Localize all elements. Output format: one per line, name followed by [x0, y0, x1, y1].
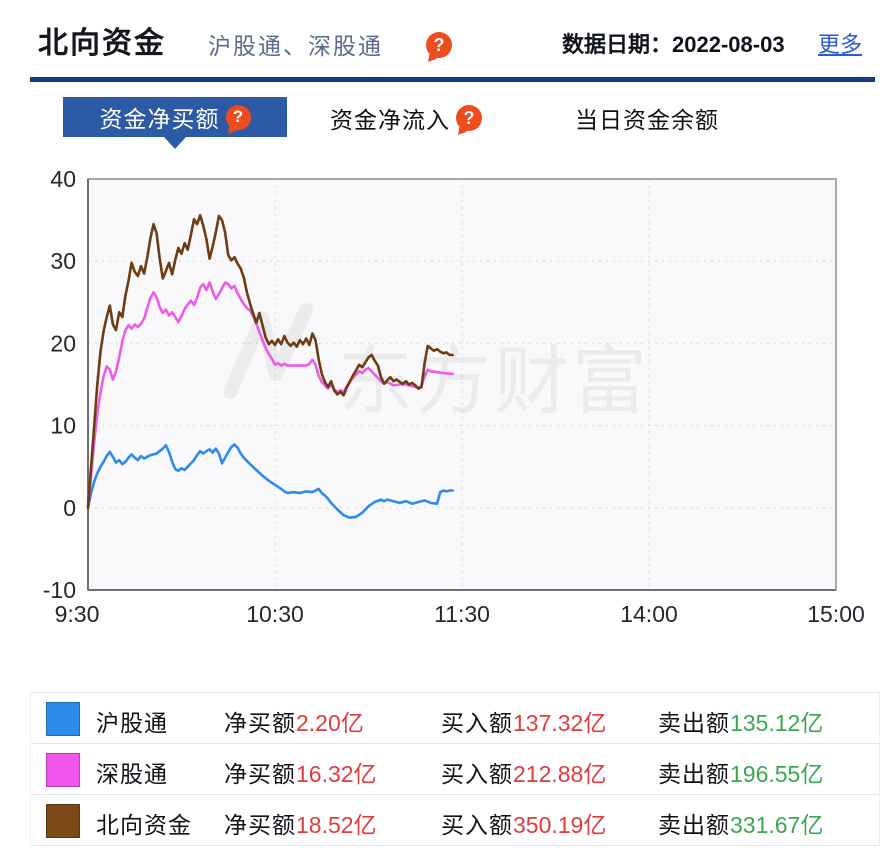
buy-value: 137.32亿: [513, 710, 607, 736]
net-buy-cell: 净买额18.52亿: [224, 806, 377, 840]
buy-cell: 买入额212.88亿: [441, 755, 606, 789]
net-buy-cell: 净买额16.32亿: [224, 755, 377, 789]
net-buy-value: 16.32亿: [296, 761, 377, 787]
net-buy-value: 18.52亿: [296, 812, 377, 838]
sell-label: 卖出额: [658, 710, 730, 736]
y-tick-label: 0: [63, 495, 76, 521]
active-tab-pointer-icon: [164, 137, 186, 149]
x-tick-label: 11:30: [434, 601, 490, 627]
data-date-value: 2022-08-03: [672, 32, 785, 57]
data-date: 数据日期：2022-08-03: [562, 27, 785, 59]
buy-cell: 买入额137.32亿: [441, 704, 606, 738]
y-tick-label: -10: [43, 577, 76, 603]
watermark-text: 东方财富: [338, 339, 650, 423]
sell-cell: 卖出额135.12亿: [658, 704, 823, 738]
data-date-label: 数据日期：: [562, 32, 673, 57]
tab-label: 资金净买额: [99, 106, 220, 132]
page-title: 北向资金: [38, 27, 166, 60]
sell-label: 卖出额: [658, 761, 730, 787]
help-icon[interactable]: ?: [456, 105, 482, 131]
net-buy-label: 净买额: [224, 761, 296, 787]
legend-row-shengutong: 深股通 净买额16.32亿 买入额212.88亿 卖出额196.55亿: [31, 743, 879, 794]
x-tick-label: 15:00: [807, 601, 865, 627]
net-buy-label: 净买额: [224, 812, 296, 838]
chart-svg: 东方财富 40 30 20 10 0 -109:30 10:30 11:30 14:00 15:00: [43, 166, 865, 627]
help-icon[interactable]: ?: [225, 104, 251, 130]
help-icon[interactable]: ?: [426, 32, 452, 58]
sell-cell: 卖出额196.55亿: [658, 755, 823, 789]
legend-row-beixiang: 北向资金 净买额18.52亿 买入额350.19亿 卖出额331.67亿: [31, 794, 879, 845]
series-line-沪股通: [86, 443, 454, 520]
series-name: 北向资金: [96, 812, 192, 838]
buy-value: 350.19亿: [513, 812, 607, 838]
netbuy-intraday-chart: 东方财富 40 30 20 10 0 -10 9:30 10:30 11:30 14:00 15:00: [30, 160, 876, 638]
series-swatch-brown: [46, 804, 80, 838]
buy-label: 买入额: [441, 710, 513, 736]
buy-cell: 买入额350.19亿: [441, 806, 606, 840]
x-tick-label: 9:30: [55, 601, 100, 627]
tabbar-underline: [30, 77, 875, 82]
sell-value: 196.55亿: [730, 761, 824, 787]
tab-net-buy-amount[interactable]: 资金净买额 ?: [63, 97, 287, 149]
x-tick-label: 14:00: [620, 601, 678, 627]
series-name: 深股通: [96, 761, 168, 787]
legend-table: 沪股通 净买额2.20亿 买入额137.32亿 卖出额135.12亿 深股通 净…: [30, 692, 880, 846]
series-name: 沪股通: [96, 710, 168, 736]
watermark: 东方财富: [223, 303, 650, 423]
y-tick-label: 10: [50, 413, 76, 439]
y-tick-label: 40: [50, 166, 76, 192]
net-buy-cell: 净买额2.20亿: [224, 704, 364, 738]
sell-label: 卖出额: [658, 812, 730, 838]
legend-row-hugutong: 沪股通 净买额2.20亿 买入额137.32亿 卖出额135.12亿: [31, 693, 879, 743]
buy-label: 买入额: [441, 761, 513, 787]
sell-value: 135.12亿: [730, 710, 824, 736]
buy-label: 买入额: [441, 812, 513, 838]
y-tick-label: 30: [50, 248, 76, 274]
watermark-logo-icon: [223, 303, 313, 399]
buy-value: 212.88亿: [513, 761, 607, 787]
series-swatch-blue: [46, 702, 80, 736]
series-swatch-magenta: [46, 753, 80, 787]
x-tick-label: 10:30: [246, 601, 304, 627]
series-line-北向资金: [86, 213, 454, 510]
net-buy-value: 2.20亿: [296, 710, 364, 736]
tab-label: 当日资金余额: [575, 107, 719, 133]
tab-daily-fund-balance[interactable]: 当日资金余额: [575, 101, 719, 135]
page-subtitle: 沪股通、深股通: [208, 33, 383, 59]
tab-label: 资金净流入: [330, 107, 450, 133]
y-tick-label: 20: [50, 330, 76, 356]
sell-value: 331.67亿: [730, 812, 824, 838]
net-buy-label: 净买额: [224, 710, 296, 736]
more-link[interactable]: 更多: [818, 32, 863, 57]
sell-cell: 卖出额331.67亿: [658, 806, 823, 840]
tab-net-inflow[interactable]: 资金净流入 ?: [330, 101, 482, 135]
